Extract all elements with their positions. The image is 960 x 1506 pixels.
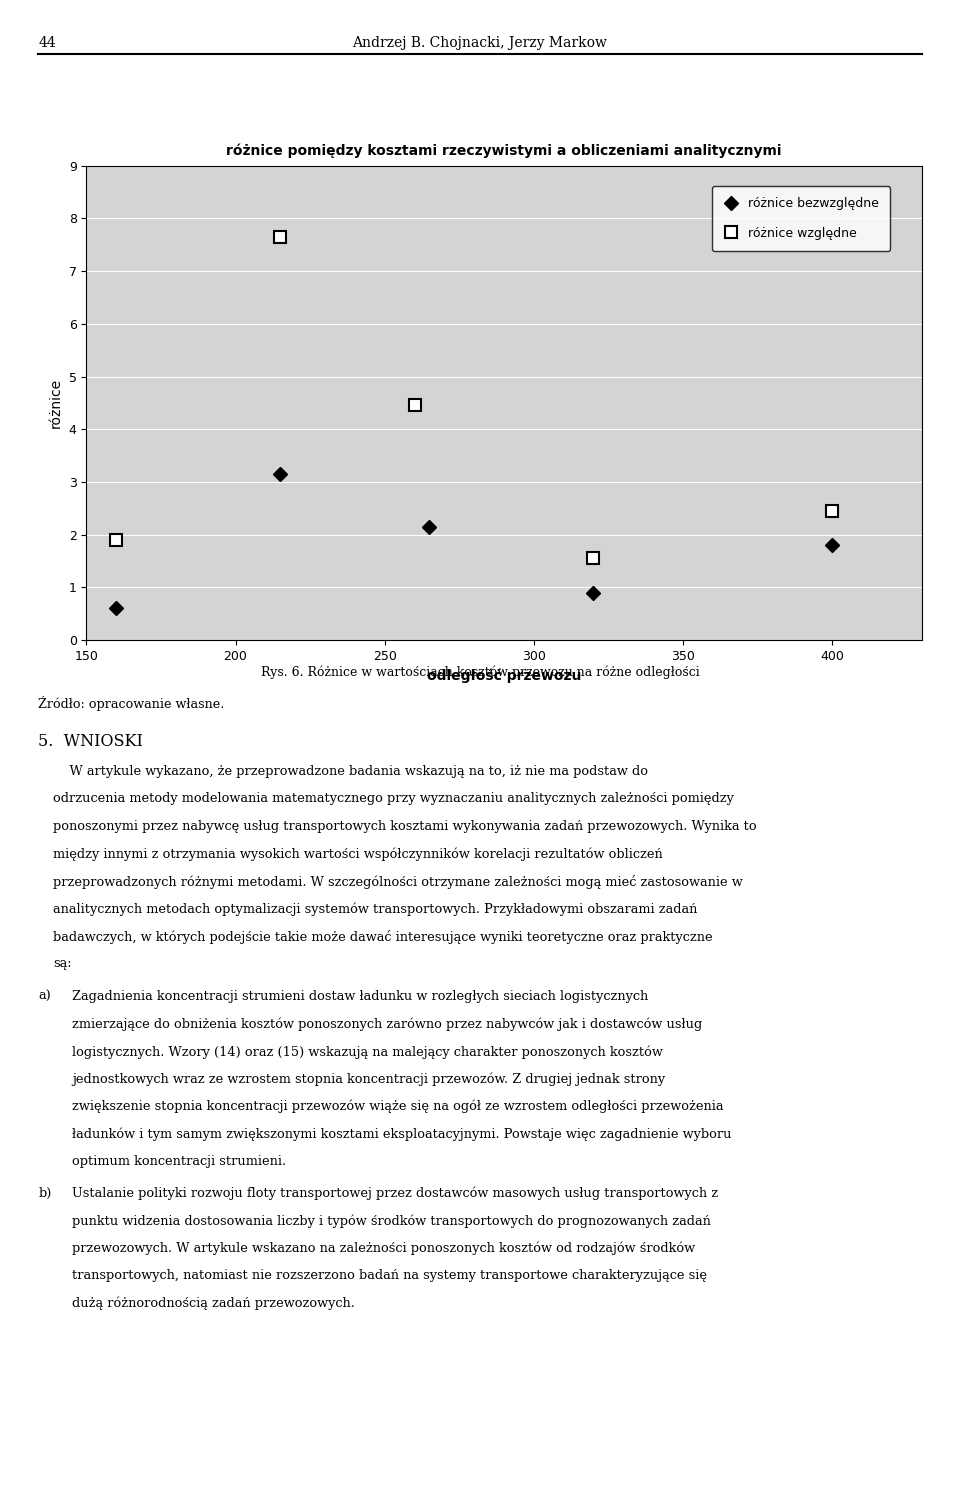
Legend: różnice bezwzględne, różnice względne: różnice bezwzględne, różnice względne [712, 187, 890, 252]
X-axis label: odległość przewozu: odległość przewozu [427, 669, 581, 682]
Text: 5.  WNIOSKI: 5. WNIOSKI [38, 733, 143, 750]
Text: dużą różnorodnością zadań przewozowych.: dużą różnorodnością zadań przewozowych. [72, 1297, 355, 1310]
różnice względne [588, 550, 599, 568]
Text: są:: są: [53, 956, 71, 970]
Line: różnice względne: różnice względne [110, 232, 838, 563]
Title: różnice pomiędzy kosztami rzeczywistymi a obliczeniami analitycznymi: różnice pomiędzy kosztami rzeczywistymi … [227, 143, 781, 158]
Y-axis label: różnice: różnice [49, 378, 63, 428]
Text: Ustalanie polityki rozwoju floty transportowej przez dostawców masowych usług tr: Ustalanie polityki rozwoju floty transpo… [72, 1187, 718, 1200]
Text: przeprowadzonych różnymi metodami. W szczególności otrzymane zależności mogą mie: przeprowadzonych różnymi metodami. W szc… [53, 875, 742, 889]
Text: a): a) [38, 991, 51, 1003]
Text: analitycznych metodach optymalizacji systemów transportowych. Przykładowymi obsz: analitycznych metodach optymalizacji sys… [53, 902, 697, 916]
Text: 44: 44 [38, 36, 56, 50]
różnice bezwzględne [110, 599, 122, 617]
Text: Zagadnienia koncentracji strumieni dostaw ładunku w rozległych sieciach logistyc: Zagadnienia koncentracji strumieni dosta… [72, 991, 648, 1003]
Text: jednostkowych wraz ze wzrostem stopnia koncentracji przewozów. Z drugiej jednak : jednostkowych wraz ze wzrostem stopnia k… [72, 1072, 665, 1086]
różnice względne [409, 396, 420, 414]
różnice bezwzględne [423, 518, 435, 536]
Text: między innymi z otrzymania wysokich wartości współczynników korelacji rezultatów: między innymi z otrzymania wysokich wart… [53, 848, 662, 861]
Text: transportowych, natomiast nie rozszerzono badań na systemy transportowe charakte: transportowych, natomiast nie rozszerzon… [72, 1270, 707, 1282]
różnice względne [275, 227, 286, 245]
Text: optimum koncentracji strumieni.: optimum koncentracji strumieni. [72, 1155, 286, 1167]
Text: ponoszonymi przez nabywcę usług transportowych kosztami wykonywania zadań przewo: ponoszonymi przez nabywcę usług transpor… [53, 819, 756, 833]
Text: Źródło: opracowanie własne.: Źródło: opracowanie własne. [38, 696, 225, 711]
Text: zwiększenie stopnia koncentracji przewozów wiąże się na ogół ze wzrostem odległo: zwiększenie stopnia koncentracji przewoz… [72, 1099, 724, 1113]
Text: Andrzej B. Chojnacki, Jerzy Markow: Andrzej B. Chojnacki, Jerzy Markow [352, 36, 608, 50]
różnice bezwzględne [275, 465, 286, 483]
Text: logistycznych. Wzory (14) oraz (15) wskazują na malejący charakter ponoszonych k: logistycznych. Wzory (14) oraz (15) wska… [72, 1045, 662, 1059]
różnice względne [827, 501, 838, 520]
Text: punktu widzenia dostosowania liczby i typów środków transportowych do prognozowa: punktu widzenia dostosowania liczby i ty… [72, 1214, 710, 1227]
Text: ładunków i tym samym zwiększonymi kosztami eksploatacyjnymi. Powstaje więc zagad: ładunków i tym samym zwiększonymi koszta… [72, 1128, 732, 1142]
różnice względne [110, 532, 122, 550]
Text: przewozowych. W artykule wskazano na zależności ponoszonych kosztów od rodzajów : przewozowych. W artykule wskazano na zal… [72, 1241, 695, 1254]
Text: zmierzające do obniżenia kosztów ponoszonych zarówno przez nabywców jak i dostaw: zmierzające do obniżenia kosztów ponoszo… [72, 1018, 703, 1032]
Text: odrzucenia metody modelowania matematycznego przy wyznaczaniu analitycznych zale: odrzucenia metody modelowania matematycz… [53, 792, 733, 806]
Text: W artykule wykazano, że przeprowadzone badania wskazują na to, iż nie ma podstaw: W artykule wykazano, że przeprowadzone b… [53, 765, 648, 779]
Text: b): b) [38, 1187, 52, 1200]
różnice bezwzględne [588, 584, 599, 602]
Line: różnice bezwzględne: różnice bezwzględne [111, 470, 837, 613]
Text: Rys. 6. Różnice w wartościach kosztów przewozu na różne odległości: Rys. 6. Różnice w wartościach kosztów pr… [260, 666, 700, 679]
Text: badawczych, w których podejście takie może dawać interesujące wyniki teoretyczne: badawczych, w których podejście takie mo… [53, 929, 712, 943]
różnice bezwzględne [827, 536, 838, 554]
